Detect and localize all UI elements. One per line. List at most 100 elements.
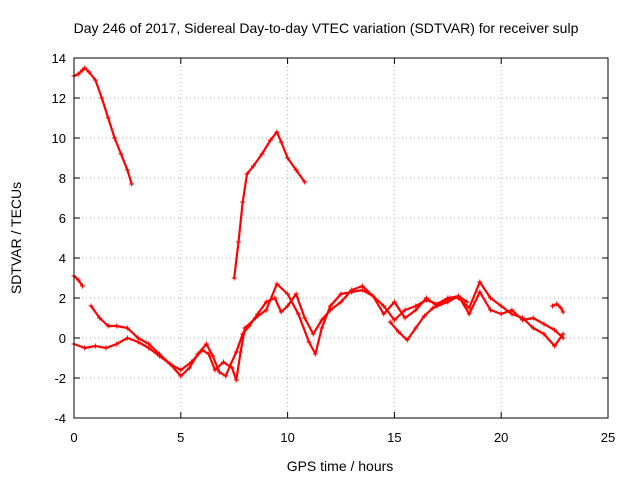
data-point — [129, 181, 135, 187]
data-point — [156, 351, 162, 357]
data-point — [530, 315, 536, 321]
data-point — [263, 307, 269, 313]
data-point — [75, 277, 81, 283]
data-point — [246, 323, 252, 329]
data-point — [498, 303, 504, 309]
data-point — [203, 341, 209, 347]
data-point — [268, 137, 274, 143]
data-point — [306, 339, 312, 345]
data-point — [285, 155, 291, 161]
data-point — [82, 65, 88, 71]
data-point — [370, 293, 376, 299]
data-point — [240, 331, 246, 337]
series-arc-1 — [71, 65, 135, 187]
data-point — [124, 167, 130, 173]
data-point — [552, 343, 558, 349]
data-series — [71, 65, 566, 383]
y-tick-label: 6 — [59, 211, 66, 226]
series-line — [72, 280, 565, 382]
data-point — [285, 291, 291, 297]
x-tick-label: 15 — [387, 430, 401, 445]
data-point — [167, 361, 173, 367]
data-point — [421, 313, 427, 319]
data-point — [552, 327, 558, 333]
series-arc-5 — [88, 283, 566, 379]
data-point — [327, 307, 333, 313]
data-point — [112, 135, 118, 141]
gridlines — [74, 58, 608, 418]
data-point — [233, 349, 239, 355]
x-tick-label: 25 — [601, 430, 615, 445]
series-arc-2 — [231, 129, 308, 281]
y-tick-label: 2 — [59, 291, 66, 306]
data-point — [105, 323, 111, 329]
series-line — [89, 284, 565, 378]
data-point — [477, 289, 483, 295]
data-point — [86, 69, 92, 75]
data-point — [387, 319, 393, 325]
data-point — [381, 303, 387, 309]
data-point — [359, 283, 365, 289]
data-point — [255, 311, 261, 317]
data-point — [560, 335, 566, 341]
data-point — [391, 299, 397, 305]
data-point — [319, 317, 325, 323]
data-point — [423, 295, 429, 301]
data-point — [402, 307, 408, 313]
data-point — [413, 307, 419, 313]
data-point — [75, 71, 81, 77]
data-point — [97, 315, 103, 321]
y-tick-label: 8 — [59, 171, 66, 186]
data-point — [92, 77, 98, 83]
data-point — [302, 179, 308, 185]
data-point — [310, 331, 316, 337]
data-point — [231, 275, 237, 281]
y-tick-label: 4 — [59, 251, 66, 266]
data-point — [312, 351, 318, 357]
data-point — [206, 351, 212, 357]
series-line — [389, 294, 469, 342]
data-point — [319, 325, 325, 331]
data-point — [244, 171, 250, 177]
data-point — [227, 363, 233, 369]
data-point — [135, 335, 141, 341]
data-point — [178, 373, 184, 379]
y-tick-label: 12 — [52, 91, 66, 106]
y-tick-label: 14 — [52, 51, 66, 66]
data-point — [212, 367, 218, 373]
data-point — [263, 299, 269, 305]
data-point — [541, 331, 547, 337]
data-point — [455, 293, 461, 299]
data-point — [146, 341, 152, 347]
axis-ticks: 0 5 10 15 20 25 -4 -2 0 2 4 6 8 10 12 14 — [52, 51, 616, 445]
data-point — [488, 307, 494, 313]
data-point — [498, 311, 504, 317]
data-point — [295, 311, 301, 317]
data-point — [464, 299, 470, 305]
data-point — [103, 345, 109, 351]
data-point — [259, 151, 265, 157]
y-tick-label: 0 — [59, 331, 66, 346]
data-point — [402, 315, 408, 321]
series-line — [551, 302, 565, 314]
x-tick-label: 0 — [70, 430, 77, 445]
data-point — [233, 377, 239, 383]
data-point — [105, 115, 111, 121]
data-point — [302, 315, 308, 321]
data-point — [488, 295, 494, 301]
data-point — [293, 291, 299, 297]
data-point — [124, 335, 130, 341]
x-tick-label: 20 — [494, 430, 508, 445]
data-point — [274, 281, 280, 287]
data-point — [338, 299, 344, 305]
data-point — [509, 307, 515, 313]
data-point — [274, 129, 280, 135]
data-point — [235, 239, 241, 245]
data-point — [554, 301, 560, 307]
data-point — [92, 343, 98, 349]
data-point — [413, 325, 419, 331]
data-point — [186, 365, 192, 371]
data-point — [178, 367, 184, 373]
data-point — [447, 295, 453, 301]
data-point — [338, 291, 344, 297]
